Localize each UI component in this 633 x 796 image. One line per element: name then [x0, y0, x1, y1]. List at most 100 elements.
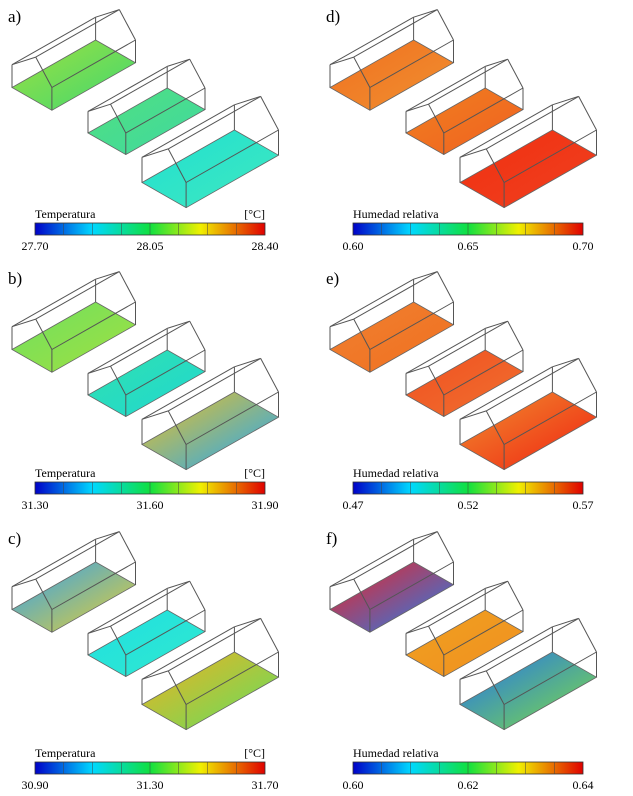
- frame-edge: [443, 609, 524, 656]
- colorbar-title: Humedad relativa: [353, 746, 439, 760]
- colorbar-tick-label: 0.65: [458, 239, 479, 253]
- frame-edge: [428, 580, 508, 627]
- frame-edge: [428, 58, 508, 105]
- frame-edge: [167, 410, 187, 445]
- frame-edge: [167, 670, 187, 705]
- colorbar-tick-label: 30.90: [22, 778, 49, 792]
- colorbar-title: Humedad relativa: [353, 466, 439, 480]
- frame-edge: [87, 327, 168, 374]
- panel: a) Temperatura [°C] 27.70 28.05 28.40: [8, 7, 280, 253]
- frame-edge: [35, 9, 120, 58]
- frame-edge: [189, 320, 206, 351]
- frame-edge: [185, 651, 279, 705]
- colorbar-tick-label: 0.64: [573, 778, 594, 792]
- frame-edge: [110, 58, 190, 105]
- frame-edge: [125, 349, 206, 396]
- frame-edge: [503, 391, 597, 445]
- frame-edge: [110, 103, 127, 134]
- colorbar-tick-label: 27.70: [22, 239, 49, 253]
- frame-edge: [353, 56, 371, 88]
- frame-edge: [405, 65, 486, 112]
- frame-edge: [95, 9, 120, 18]
- colorbar-tick-label: 31.90: [252, 498, 279, 512]
- frame-edge: [185, 391, 279, 445]
- frame-edge: [405, 103, 429, 112]
- frame-edge: [428, 365, 445, 396]
- colorbar-tick-label: 0.70: [573, 239, 594, 253]
- frame-edge: [189, 580, 206, 611]
- panel-label: d): [326, 7, 340, 26]
- colorbar-tick-label: 0.60: [343, 239, 364, 253]
- frame-edge: [35, 531, 120, 580]
- frame-edge: [87, 587, 168, 634]
- frame-edge: [503, 651, 597, 705]
- frame-edge: [168, 95, 261, 150]
- frame-edge: [369, 39, 454, 88]
- frame-edge: [125, 87, 206, 134]
- panel: f) Humedad relativa 0.60 0.62 0.64: [326, 529, 598, 792]
- frame-edge: [11, 278, 96, 328]
- frame-edge: [443, 87, 524, 134]
- frame-edge: [51, 301, 136, 350]
- frame-edge: [353, 271, 438, 320]
- frame-edge: [485, 320, 508, 329]
- frame-edge: [110, 625, 127, 656]
- frame-edge: [405, 365, 429, 374]
- frame-edge: [141, 410, 169, 420]
- colorbar-tick-label: 0.47: [343, 498, 364, 512]
- frame-edge: [329, 578, 354, 588]
- frame-edge: [413, 531, 438, 540]
- frame-edge: [11, 56, 36, 66]
- frame-edge: [51, 561, 136, 610]
- frame-edge: [11, 16, 96, 66]
- frame-edge: [353, 9, 438, 58]
- frame-edge: [507, 58, 524, 89]
- frame-edge: [260, 96, 279, 131]
- frame-edge: [353, 578, 371, 610]
- colorbar-tick-label: 0.57: [573, 498, 594, 512]
- colorbar-title: Temperatura: [35, 746, 96, 760]
- panel-label: e): [326, 269, 339, 288]
- colorbar-tick-label: 0.60: [343, 778, 364, 792]
- frame-edge: [459, 410, 487, 420]
- frame-edge: [507, 320, 524, 351]
- frame-edge: [95, 531, 120, 540]
- frame-edge: [436, 531, 454, 563]
- frame-edge: [552, 95, 579, 106]
- frame-edge: [141, 670, 169, 680]
- frame-edge: [234, 357, 261, 368]
- frame-edge: [459, 366, 553, 420]
- colorbar-unit: [°C]: [244, 466, 265, 480]
- frame-edge: [459, 626, 553, 680]
- frame-edge: [486, 617, 579, 672]
- panel: e) Humedad relativa 0.47 0.52 0.57: [326, 269, 598, 512]
- frame-edge: [234, 95, 261, 106]
- frame-edge: [353, 531, 438, 580]
- panel-label: a): [8, 7, 21, 26]
- frame-edge: [329, 16, 414, 66]
- colorbar-tick-label: 28.05: [137, 239, 164, 253]
- frame-edge: [110, 580, 190, 627]
- frame-edge: [486, 357, 579, 412]
- frame-edge: [234, 617, 261, 628]
- frame-edge: [552, 617, 579, 628]
- frame-edge: [51, 39, 136, 88]
- frame-edge: [503, 129, 597, 183]
- frame-edge: [110, 320, 190, 367]
- colorbar-tick-label: 0.62: [458, 778, 479, 792]
- frame-edge: [329, 318, 354, 328]
- frame-edge: [35, 56, 53, 88]
- frame-edge: [578, 96, 597, 131]
- frame-edge: [329, 56, 354, 66]
- panel: c) Temperatura [°C] 30.90 31.30 31.70: [8, 529, 280, 792]
- frame-edge: [11, 538, 96, 588]
- frame-edge: [95, 271, 120, 280]
- frame-edge: [168, 617, 261, 672]
- frame-edge: [189, 58, 206, 89]
- frame-edge: [459, 104, 553, 158]
- frame-edge: [141, 626, 235, 680]
- frame-edge: [485, 670, 505, 705]
- frame-edge: [35, 578, 53, 610]
- panel: b) Temperatura [°C] 31.30 31.60 31.90: [8, 269, 280, 512]
